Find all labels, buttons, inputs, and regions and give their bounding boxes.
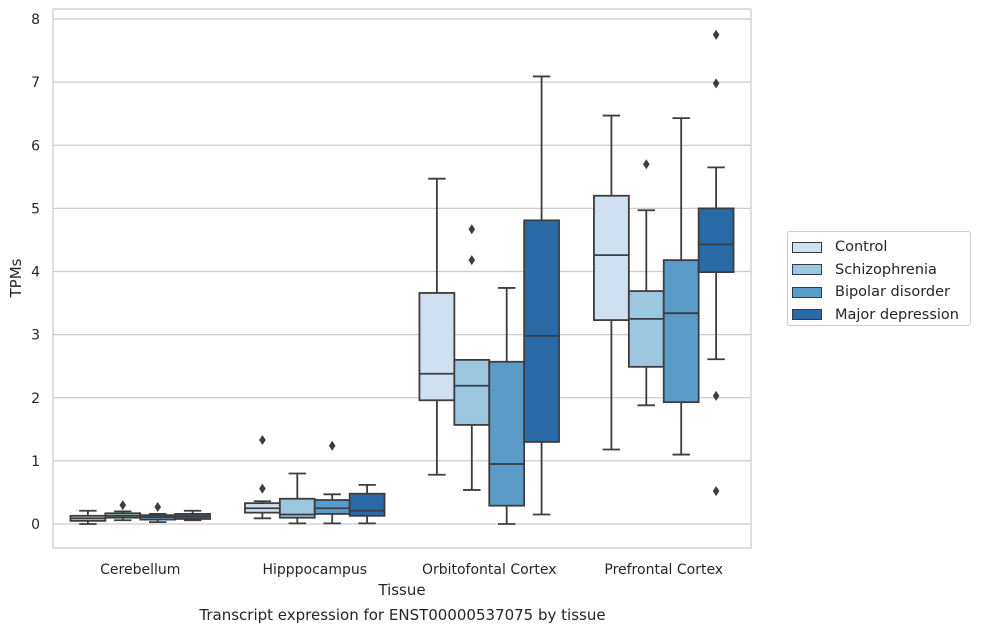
box xyxy=(69,509,107,525)
box-iqr xyxy=(313,499,351,515)
x-tick-label: Prefrontal Cortex xyxy=(604,562,723,578)
box xyxy=(697,29,735,497)
outlier-point xyxy=(154,501,161,512)
y-axis-label: TPMs xyxy=(7,258,25,298)
box xyxy=(104,500,142,522)
box xyxy=(523,75,560,516)
box xyxy=(488,287,526,525)
outlier-point xyxy=(712,29,720,40)
y-tick-label: 7 xyxy=(31,75,40,91)
box xyxy=(313,440,351,525)
outlier-point xyxy=(119,500,127,511)
legend-swatch xyxy=(792,241,822,253)
x-tick-label: Orbitofontal Cortex xyxy=(422,562,557,578)
box-iqr xyxy=(662,259,700,404)
box xyxy=(662,117,700,456)
y-tick-label: 0 xyxy=(31,517,40,533)
legend-swatch xyxy=(792,286,822,298)
box-iqr xyxy=(348,492,386,517)
y-tick-label: 1 xyxy=(31,454,40,470)
box-iqr xyxy=(697,207,735,274)
outlier-point xyxy=(712,390,720,401)
box xyxy=(418,177,456,476)
box xyxy=(139,501,177,524)
grid-lines xyxy=(53,18,751,525)
legend-label: Major depression xyxy=(835,306,959,323)
series-major-depression xyxy=(174,29,735,525)
outlier-point xyxy=(259,483,266,494)
outlier-point xyxy=(643,159,650,170)
y-tick-label: 5 xyxy=(31,201,40,217)
box xyxy=(244,435,281,520)
y-tick-label: 3 xyxy=(31,328,40,344)
legend-item: Schizophrenia xyxy=(792,259,970,282)
box-iqr xyxy=(488,360,526,507)
legend-item: Control xyxy=(792,236,970,259)
y-tick-label: 4 xyxy=(31,265,40,281)
box-iqr xyxy=(523,219,560,443)
box xyxy=(348,483,386,525)
x-tick-labels: Cerebellum Hipppocampus Orbitofontal Corte… xyxy=(100,562,723,578)
legend: Control Schizophrenia Bipolar disorder Majo… xyxy=(787,231,971,326)
box xyxy=(593,114,630,451)
y-tick-label: 6 xyxy=(31,138,40,154)
box-iqr xyxy=(453,358,491,426)
box xyxy=(278,472,316,525)
box-iqr xyxy=(627,290,665,368)
chart-caption: Transcript expression for ENST0000053707… xyxy=(199,606,606,624)
box xyxy=(627,159,665,407)
outlier-point xyxy=(712,78,720,89)
legend-item: Bipolar disorder xyxy=(792,281,970,304)
y-tick-label: 8 xyxy=(31,12,40,28)
legend-swatch xyxy=(792,264,822,276)
legend-label: Control xyxy=(835,239,888,256)
box-iqr xyxy=(418,292,456,402)
y-tick-label: 2 xyxy=(31,391,40,407)
legend-swatch xyxy=(792,309,822,321)
outlier-point xyxy=(468,255,476,266)
box xyxy=(453,224,491,491)
outlier-point xyxy=(259,435,266,446)
outlier-point xyxy=(328,440,336,451)
outlier-point xyxy=(712,486,720,497)
legend-label: Bipolar disorder xyxy=(835,284,950,301)
box-iqr xyxy=(593,194,630,322)
x-axis-label: Tissue xyxy=(377,581,425,599)
outlier-point xyxy=(468,224,476,235)
series-schizophrenia xyxy=(104,159,665,525)
legend-label: Schizophrenia xyxy=(835,261,937,278)
x-tick-label: Cerebellum xyxy=(100,562,180,578)
legend-item: Major depression xyxy=(792,304,970,327)
y-tick-labels: 0 1 2 3 4 5 6 7 8 xyxy=(31,12,40,533)
series-bipolar-disorder xyxy=(139,117,700,525)
box-series xyxy=(69,29,735,525)
series-control xyxy=(69,114,630,525)
plot-area-frame xyxy=(52,8,752,549)
box xyxy=(174,509,211,522)
x-tick-label: Hipppocampus xyxy=(262,562,367,578)
